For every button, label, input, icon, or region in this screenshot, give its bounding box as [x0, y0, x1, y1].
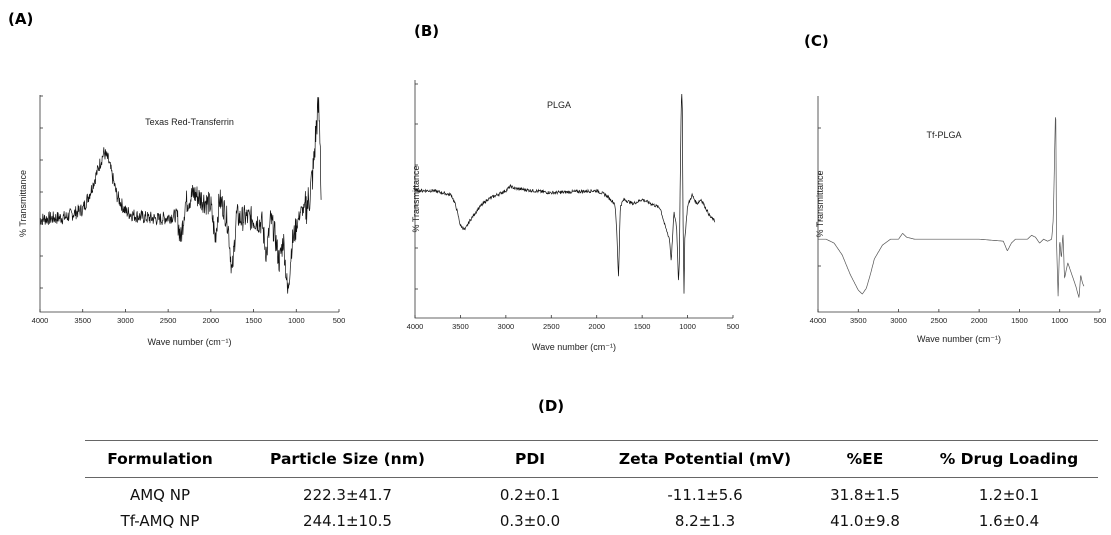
- x-tick-label: 2000: [203, 316, 220, 325]
- x-tick-label: 1000: [288, 316, 305, 325]
- table-cell: 222.3±41.7: [303, 486, 392, 504]
- x-tick-label: 3500: [74, 316, 91, 325]
- panel-letter-c: (C): [804, 32, 829, 50]
- nanoparticle-characterization-table: Formulation Particle Size (nm) PDI Zeta …: [85, 440, 1098, 534]
- table-cell: Tf-AMQ NP: [120, 512, 200, 530]
- y-axis-label: % Transmittance: [18, 170, 28, 237]
- table-cell: -11.1±5.6: [667, 486, 743, 504]
- table-cell: 1.6±0.4: [978, 512, 1040, 530]
- spectrum-series-line: [39, 97, 322, 294]
- panel-letter-a: (A): [8, 10, 34, 28]
- table-cell: 0.3±0.0: [499, 512, 561, 530]
- panel-letter-d: (D): [538, 397, 565, 415]
- column-header: %EE: [810, 440, 920, 478]
- column-header: Particle Size (nm): [235, 440, 460, 478]
- table-cell: 8.2±1.3: [674, 512, 736, 530]
- table-cell: 41.0±9.8: [830, 512, 900, 530]
- x-tick-label: 500: [333, 316, 346, 325]
- table-header-row: Formulation Particle Size (nm) PDI Zeta …: [85, 440, 1098, 478]
- column-header: Formulation: [85, 440, 235, 478]
- column-header: Zeta Potential (mV): [600, 440, 810, 478]
- column-header: % Drug Loading: [920, 440, 1098, 478]
- x-tick-label: 1500: [245, 316, 262, 325]
- x-tick-label: 4000: [32, 316, 49, 325]
- table-row: AMQ NP 222.3±41.7 0.2±0.1 -11.1±5.6 31.8…: [85, 478, 1098, 509]
- plot-title: Texas Red-Transferrin: [145, 117, 234, 127]
- table-row: Tf-AMQ NP 244.1±10.5 0.3±0.0 8.2±1.3 41.…: [85, 508, 1098, 534]
- x-axis-label: Wave number (cm⁻¹): [148, 337, 232, 347]
- panel-letter-b: (B): [414, 22, 440, 40]
- table-cell: 1.2±0.1: [978, 486, 1040, 504]
- column-header: PDI: [460, 440, 600, 478]
- table-cell: 244.1±10.5: [303, 512, 392, 530]
- table-cell: 31.8±1.5: [830, 486, 900, 504]
- x-tick-label: 2500: [160, 316, 177, 325]
- table-cell: 0.2±0.1: [499, 486, 561, 504]
- x-tick-label: 3000: [117, 316, 134, 325]
- table-cell: AMQ NP: [129, 486, 191, 504]
